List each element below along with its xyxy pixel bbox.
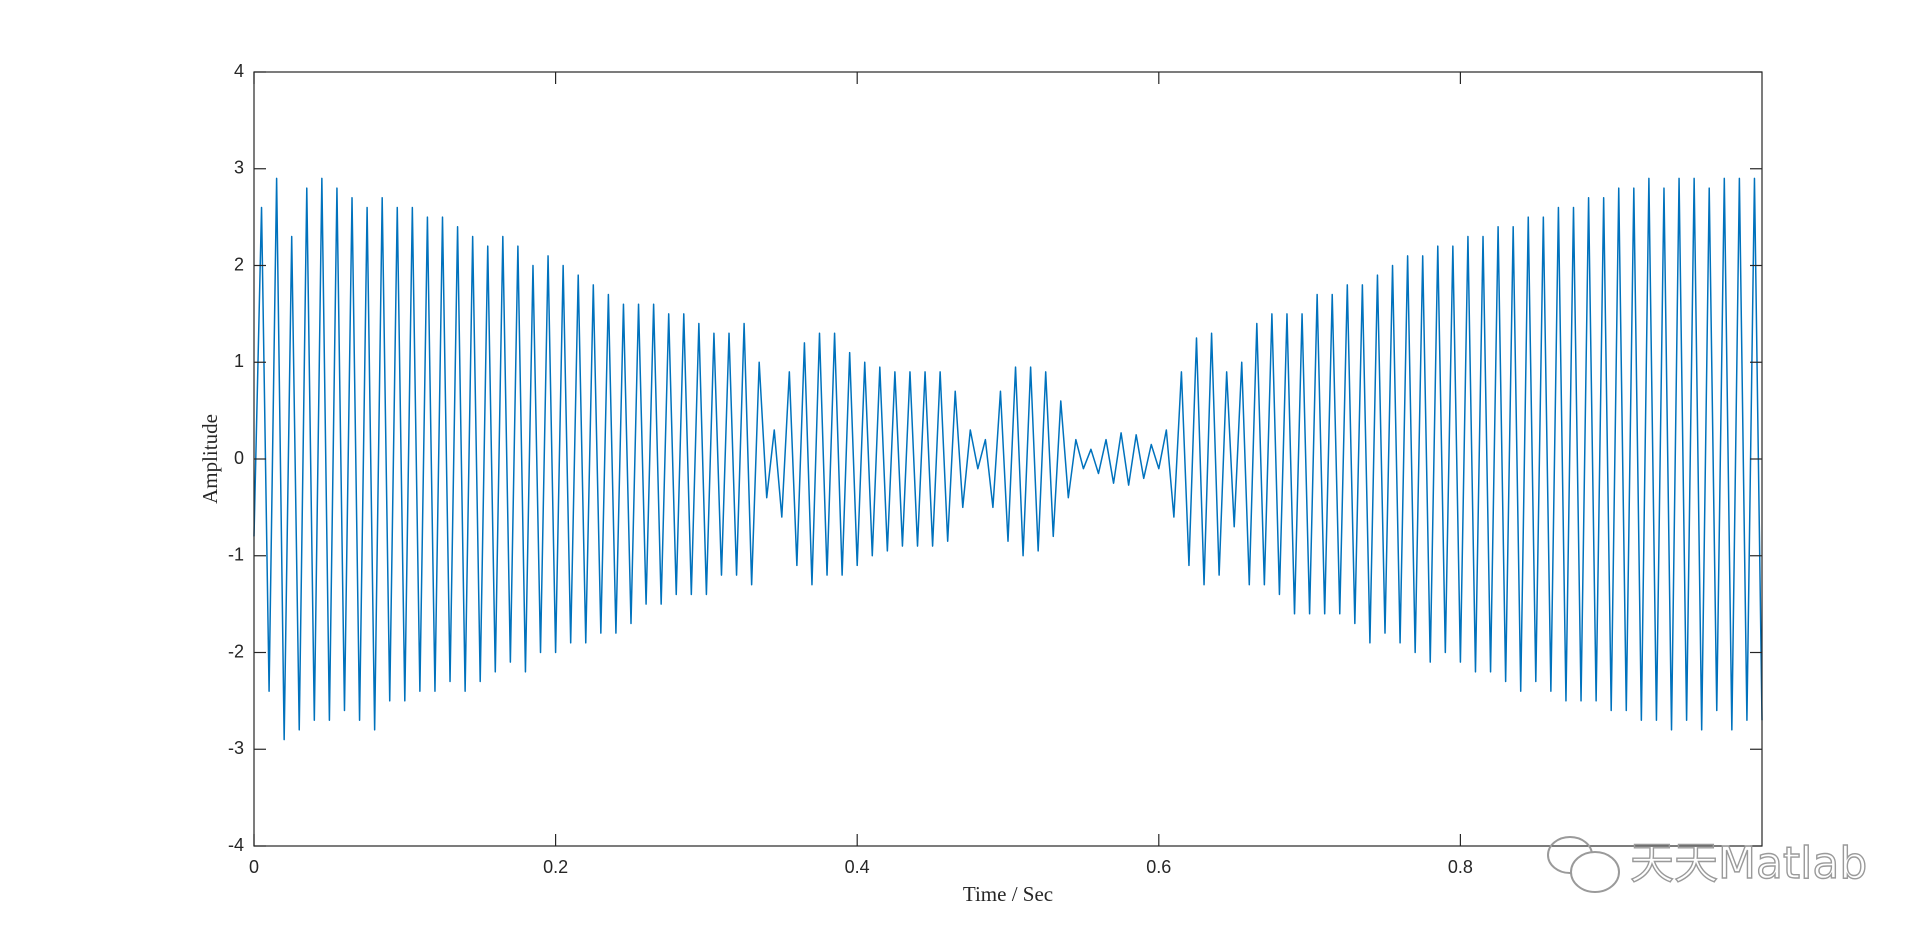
y-tick-label: -3 [228, 738, 244, 758]
y-tick-label: -1 [228, 545, 244, 565]
y-tick-label: -2 [228, 641, 244, 661]
watermark: 天天Matlab [1630, 838, 1867, 889]
x-tick-label: 0.2 [543, 857, 568, 877]
y-tick-label: 2 [234, 254, 244, 274]
watermark-icon [1547, 836, 1620, 893]
y-tick-label: 3 [234, 158, 244, 178]
y-tick-label: 4 [234, 61, 244, 81]
y-tick-label: 0 [234, 448, 244, 468]
x-tick-label: 0.4 [845, 857, 870, 877]
x-tick-label: 0 [249, 857, 259, 877]
signal-line [253, 177, 1763, 741]
y-tick-label: 1 [234, 351, 244, 371]
y-tick-label: -4 [228, 835, 244, 855]
y-axis-label: Amplitude [198, 414, 222, 504]
x-axis-label: Time / Sec [963, 882, 1053, 906]
x-tick-label: 0.8 [1448, 857, 1473, 877]
x-tick-label: 0.6 [1146, 857, 1171, 877]
